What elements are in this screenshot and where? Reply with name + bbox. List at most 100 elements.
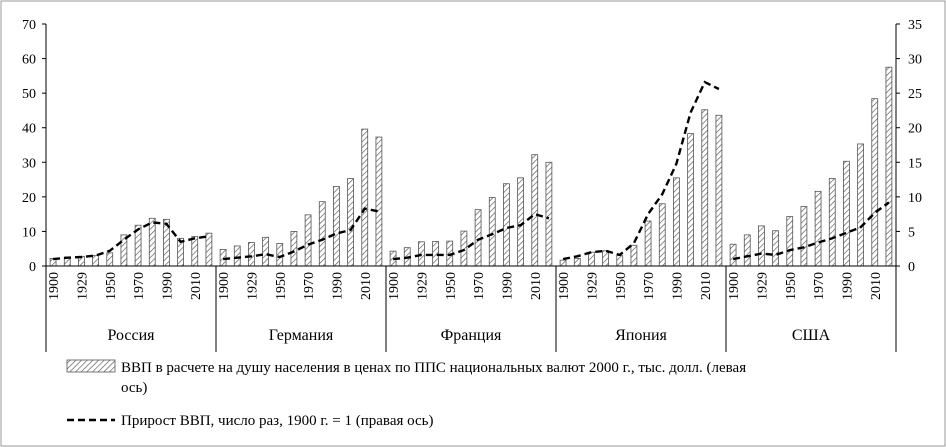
gdp-bar	[828, 178, 836, 267]
gdp-bar	[843, 160, 850, 267]
legend-bar-label-cont: ось)	[121, 380, 147, 396]
gdp-bar	[729, 243, 737, 267]
year-label: 1929	[755, 272, 770, 300]
country-label: США	[792, 327, 831, 344]
gdp-bar	[205, 232, 213, 267]
year-label: 1970	[302, 272, 317, 300]
gdp-bar	[545, 161, 553, 267]
year-label: 1929	[415, 272, 430, 300]
gdp-bar	[743, 234, 751, 267]
gdp-bar	[602, 250, 609, 267]
year-label: 2010	[189, 272, 204, 300]
gdp-bar	[857, 143, 864, 267]
year-label: 1970	[812, 272, 827, 300]
left-tick-label: 10	[22, 225, 36, 240]
gdp-bar	[715, 114, 723, 267]
gdp-bar	[460, 230, 468, 267]
gdp-bar	[503, 183, 510, 267]
right-tick-label: 5	[908, 225, 915, 240]
gdp-bar	[92, 255, 99, 267]
gdp-bar	[148, 217, 156, 267]
year-label: 1990	[160, 272, 175, 300]
gdp-bar	[290, 231, 298, 267]
growth-line	[562, 80, 720, 261]
right-tick-label: 30	[908, 53, 922, 68]
year-label: 1950	[274, 272, 289, 300]
gdp-bar	[361, 128, 369, 267]
right-axis: 0 5 10 15 20 25 30 35	[895, 18, 922, 275]
left-tick-label: 0	[29, 260, 36, 275]
year-label: 1950	[784, 272, 799, 300]
year-label: 2010	[529, 272, 544, 300]
year-label: 1900	[47, 272, 62, 300]
gdp-bar	[262, 236, 269, 267]
gdp-bar	[573, 257, 581, 267]
year-label: 1900	[217, 272, 232, 300]
left-tick-label: 40	[22, 122, 36, 137]
gdp-bar	[800, 206, 808, 267]
year-label: 2010	[869, 272, 884, 300]
gdp-bar	[517, 177, 524, 267]
gdp-bar	[106, 252, 114, 267]
left-tick-label: 60	[22, 53, 36, 68]
left-tick-label: 70	[22, 18, 36, 33]
growth-line	[222, 207, 380, 261]
left-tick-label: 50	[22, 87, 36, 102]
year-label: 1950	[444, 272, 459, 300]
year-label: 1990	[330, 272, 345, 300]
year-label: 1990	[670, 272, 685, 300]
left-tick-label: 30	[22, 156, 36, 171]
year-label: 1900	[557, 272, 572, 300]
gdp-bar	[276, 243, 284, 267]
country-label: Германия	[269, 327, 334, 344]
gdp-bar	[673, 177, 680, 267]
growth-line	[392, 212, 550, 261]
gdp-bar	[630, 244, 638, 267]
gdp-bar	[814, 190, 822, 267]
right-tick-label: 0	[908, 260, 915, 275]
legend-line-label: Прирост ВВП, число раз, 1900 г. = 1 (пра…	[121, 413, 434, 429]
gdp-bar	[333, 186, 340, 267]
left-axis: 0 10 20 30 40 50 60 70	[22, 18, 47, 275]
gdp-bar	[687, 133, 694, 267]
year-label: 1970	[132, 272, 147, 300]
right-tick-label: 15	[908, 156, 922, 171]
gdp-bar	[658, 203, 666, 267]
right-tick-label: 20	[908, 122, 922, 137]
gdp-bar	[644, 220, 652, 267]
legend: ВВП в расчете на душу населения в ценах …	[66, 359, 746, 429]
year-label: 1950	[614, 272, 629, 300]
gdp-bar	[488, 197, 496, 267]
gdp-bar	[318, 201, 326, 267]
right-tick-label: 25	[908, 87, 922, 102]
gdp-bar	[304, 214, 312, 267]
year-label: 1929	[75, 272, 90, 300]
gdp-bar	[559, 259, 567, 267]
left-tick-label: 20	[22, 191, 36, 206]
gdp-bar	[616, 255, 624, 267]
year-label: 2010	[699, 272, 714, 300]
year-label: 1929	[585, 272, 600, 300]
gdp-bar	[885, 66, 893, 267]
gdp-bar	[191, 236, 199, 267]
year-label: 1970	[472, 272, 487, 300]
year-label: 1950	[104, 272, 119, 300]
year-label: 1929	[245, 272, 260, 300]
year-label: 1970	[642, 272, 657, 300]
gdp-bar	[347, 178, 354, 267]
growth-line	[732, 201, 890, 261]
year-label: 1990	[840, 272, 855, 300]
gdp-bar	[701, 109, 709, 267]
gdp-bar	[531, 154, 539, 267]
gdp-bar	[248, 242, 255, 267]
gdp-bar	[772, 230, 779, 267]
right-tick-label: 10	[908, 191, 922, 206]
gdp-bar	[758, 225, 765, 267]
growth-lines	[52, 80, 890, 261]
country-label: Россия	[107, 327, 155, 344]
right-tick-label: 35	[908, 18, 922, 33]
year-label: 1900	[387, 272, 402, 300]
growth-line	[52, 221, 210, 261]
